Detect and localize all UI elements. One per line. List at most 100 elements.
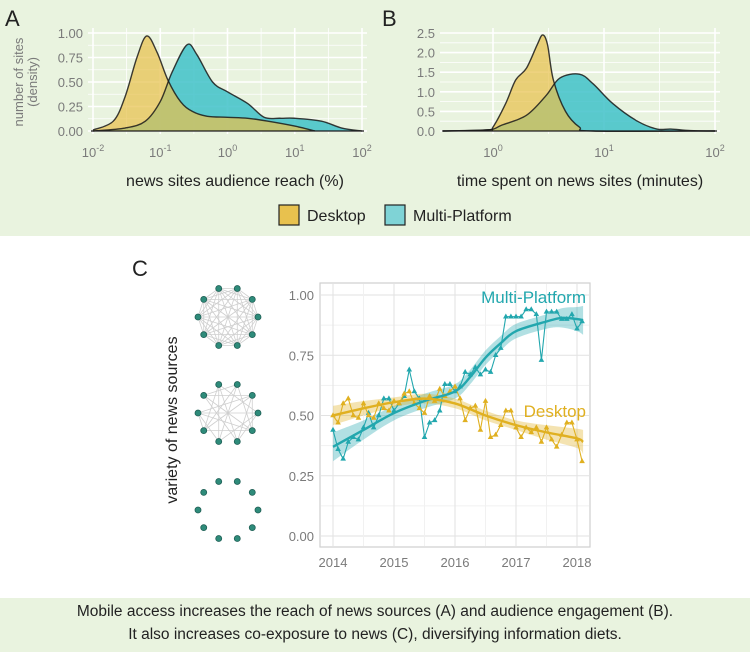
data-point-multi-platform [477,371,484,377]
network-node [254,506,262,514]
data-point-multi-platform [548,308,555,314]
network-node [215,381,223,388]
data-point-multi-platform [513,313,519,319]
network-edge [203,384,220,431]
data-point-desktop [518,433,524,439]
data-point-multi-platform [447,380,453,386]
network-node [233,438,241,445]
network-node [233,342,241,349]
tick-exponent: -1 [163,143,171,153]
data-point-desktop [477,426,484,432]
network-node [248,524,256,532]
network-edge [236,412,259,442]
x-tick-label: 102 [352,143,371,160]
density-area-desktop [442,34,715,132]
y-tick-label: 0.75 [289,348,314,363]
data-point-desktop [548,436,555,442]
network-node [233,381,241,388]
data-point-multi-platform [528,306,535,312]
network-node [215,285,223,292]
network-node [194,506,202,514]
network-node [194,409,202,417]
data-point-desktop [579,458,585,464]
data-point-multi-platform [538,356,545,362]
x-tick-label: 100 [218,143,237,160]
y-tick-label: 1.5 [417,65,435,80]
y-axis-title-a: number of sites(density) [11,37,40,126]
data-point-multi-platform [553,308,560,314]
data-point-desktop [462,417,468,423]
x-tick-label: 10-1 [149,143,171,160]
data-point-desktop [360,400,367,406]
y-tick-label: 2.0 [417,46,435,61]
data-point-desktop [564,419,570,425]
data-point-desktop [543,424,550,430]
data-point-desktop [345,395,352,401]
data-point-desktop [472,402,479,408]
data-point-multi-platform [523,306,529,312]
data-point-multi-platform [335,446,341,452]
network-edge [197,412,253,432]
network-node [233,285,241,292]
density-outline-desktop [442,34,716,132]
data-point-multi-platform [497,344,504,350]
density-areas-a [91,35,364,132]
network-node [248,295,256,303]
network-edge [218,412,259,442]
legend-swatch-desktop [278,204,300,226]
data-point-desktop [492,431,499,437]
network-edge [218,288,238,346]
network-node [215,535,223,542]
network-edge [203,298,259,318]
x-axis-title-b: time spent on news sites (minutes) [457,173,703,190]
network-node [200,295,208,303]
data-point-multi-platform [442,380,448,386]
network-edge [203,384,238,396]
y-tick-label: 2.5 [417,26,435,41]
network-edge [236,288,253,335]
series-label-desktop: Desktop [524,402,586,421]
tick-exponent: -2 [96,143,104,153]
network-edge [236,299,253,346]
density-outline-desktop [92,35,316,132]
data-point-multi-platform [518,313,524,319]
network-icon-medium [194,381,262,445]
data-point-multi-platform [574,325,580,331]
tick-base: 10 [352,145,366,160]
density-outline-multi-platform [92,43,363,132]
data-point-multi-platform [426,419,433,425]
data-point-desktop [457,395,463,401]
data-point-multi-platform [487,368,494,374]
tick-base: 10 [218,145,232,160]
data-point-desktop [452,383,458,389]
y-tick-label: 0.00 [58,124,83,139]
network-edge [236,395,253,442]
network-illustrations [194,285,262,542]
density-outline-multi-platform [442,73,716,132]
data-point-multi-platform [421,433,428,439]
data-point-desktop [503,407,509,413]
data-point-multi-platform [406,366,413,372]
data-point-multi-platform [370,424,377,430]
y-axis-title-line: number of sites [11,37,26,126]
series-label-multi-platform: Multi-Platform [481,288,586,307]
data-point-multi-platform [482,366,489,372]
network-edge [218,384,259,414]
data-point-desktop [335,419,341,425]
network-node [194,313,202,321]
network-node [215,342,223,349]
data-point-desktop [426,393,433,399]
y-tick-label: 0.5 [417,104,435,119]
x-axis-title-a: news sites audience reach (%) [126,173,344,190]
caption-line-2: It also increases co-exposure to news (C… [128,626,622,643]
legend-swatch-multi-platform [384,204,406,226]
x-tick-label: 101 [594,143,613,160]
data-point-desktop [482,397,489,403]
density-area-multi-platform [442,73,715,131]
data-point-desktop [355,414,362,420]
x-tick-label: 2014 [319,555,348,570]
y-tick-label: 0.75 [58,51,83,66]
